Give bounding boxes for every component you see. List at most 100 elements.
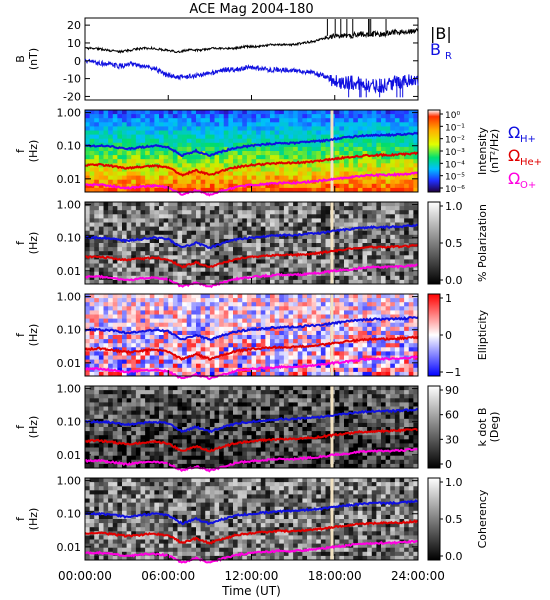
spectrogram-cell xyxy=(311,294,317,299)
spectrogram-cell xyxy=(371,206,377,211)
spectrogram-cell xyxy=(108,447,114,452)
spectrogram-cell xyxy=(404,271,410,277)
spectrogram-cell xyxy=(307,130,313,135)
spectrogram-cell xyxy=(103,159,109,164)
spectrogram-cell xyxy=(251,114,257,119)
spectrogram-cell xyxy=(344,275,350,281)
spectrogram-cell xyxy=(135,230,141,236)
spectrogram-3 xyxy=(85,294,419,377)
spectrogram-cell xyxy=(325,310,331,315)
spectrogram-cell xyxy=(376,175,382,181)
spectrogram-cell xyxy=(140,171,146,176)
spectrogram-cell xyxy=(394,367,400,373)
spectrogram-cell xyxy=(98,151,104,156)
spectrogram-cell xyxy=(126,247,132,252)
spectrogram-cell xyxy=(196,318,202,324)
spectrogram-cell xyxy=(348,271,354,277)
spectrogram-cell xyxy=(228,310,234,315)
spectrogram-cell xyxy=(283,234,289,240)
spectrogram-cell xyxy=(233,238,239,244)
spectrogram-cell xyxy=(186,326,192,332)
spectrogram-cell xyxy=(168,114,174,119)
spectrogram-cell xyxy=(385,163,391,168)
spectrogram-cell xyxy=(149,351,155,356)
spectrogram-cell xyxy=(159,151,165,156)
spectrogram-cell xyxy=(196,110,202,115)
spectrogram-cell xyxy=(274,251,280,256)
spectrogram-cell xyxy=(288,318,294,324)
spectrogram-cell xyxy=(381,330,387,336)
spectrogram-cell xyxy=(316,126,322,131)
spectrogram-cell xyxy=(413,359,419,365)
spectrogram-cell xyxy=(122,151,128,156)
spectrogram-cell xyxy=(103,371,109,377)
spectrogram-cell xyxy=(325,298,331,303)
spectrogram-cell xyxy=(172,439,178,444)
spectrogram-cell xyxy=(112,138,118,144)
spectrogram-cell xyxy=(357,206,363,211)
spectrogram-cell xyxy=(394,351,400,356)
spectrogram-cell xyxy=(404,126,410,131)
spectrogram-cell xyxy=(209,367,215,373)
spectrogram-cell xyxy=(135,359,141,365)
spectrogram-cell xyxy=(311,310,317,315)
spectrogram-cell xyxy=(344,146,350,152)
spectrogram-cell xyxy=(177,435,183,440)
spectrogram-cell xyxy=(182,359,188,365)
spectrogram-cell xyxy=(209,122,215,127)
spectrogram-cell xyxy=(85,371,91,377)
spectrogram-cell xyxy=(260,167,266,172)
spectrogram-cell xyxy=(154,259,160,264)
spectrogram-cell xyxy=(98,326,104,332)
spectrogram-cell xyxy=(362,259,368,264)
spectrogram-cell xyxy=(98,130,104,135)
spectrogram-cell xyxy=(357,151,363,156)
spectrogram-cell xyxy=(140,455,146,461)
spectrogram-cell xyxy=(209,155,215,160)
spectrogram-cell xyxy=(209,142,215,148)
spectrogram-cell xyxy=(89,386,95,391)
spectrogram-cell xyxy=(260,151,266,156)
spectrogram-cell xyxy=(154,146,160,152)
spectrogram-cell xyxy=(339,371,345,377)
spectrogram-cell xyxy=(307,347,313,352)
spectrogram-cell xyxy=(316,247,322,252)
spectrogram-cell xyxy=(376,343,382,348)
spectrogram-cell xyxy=(265,243,271,248)
spectrogram-cell xyxy=(246,183,252,189)
spectrogram-cell xyxy=(131,255,137,260)
spectrogram-cell xyxy=(376,322,382,328)
spectrogram-cell xyxy=(376,179,382,185)
spectrogram-cell xyxy=(274,314,280,319)
spectrogram-cell xyxy=(172,151,178,156)
spectrogram-cell xyxy=(122,114,128,119)
spectrogram-cell xyxy=(394,339,400,344)
spectrogram-cell xyxy=(191,151,197,156)
spectrogram-cell xyxy=(85,230,91,236)
spectrogram-cell xyxy=(408,159,414,164)
spectrogram-cell xyxy=(117,259,123,264)
spectrogram-cell xyxy=(302,279,308,285)
spectrogram-cell xyxy=(385,138,391,144)
spectrogram-cell xyxy=(408,318,414,324)
spectrogram-cell xyxy=(219,159,225,164)
spectrogram-cell xyxy=(274,159,280,164)
spectrogram-cell xyxy=(98,386,104,391)
spectrogram-cell xyxy=(256,363,262,369)
spectrogram-cell xyxy=(237,279,243,285)
spectrogram-cell xyxy=(112,226,118,232)
spectrogram-cell xyxy=(209,118,215,123)
spectrogram-cell xyxy=(316,210,322,215)
spectrogram-cell xyxy=(182,402,188,407)
spectrogram-cell xyxy=(117,122,123,127)
colorbar-2 xyxy=(427,201,441,285)
spectrogram-cell xyxy=(353,310,359,315)
spectrogram-cell xyxy=(135,294,141,299)
spectrogram-cell xyxy=(385,159,391,164)
spectrogram-cell xyxy=(117,222,123,227)
spectrogram-cell xyxy=(344,159,350,164)
spectrogram-cell xyxy=(237,146,243,152)
spectrogram-cell xyxy=(159,414,165,420)
spectrogram-cell xyxy=(196,294,202,299)
spectrogram-cell xyxy=(85,422,91,428)
